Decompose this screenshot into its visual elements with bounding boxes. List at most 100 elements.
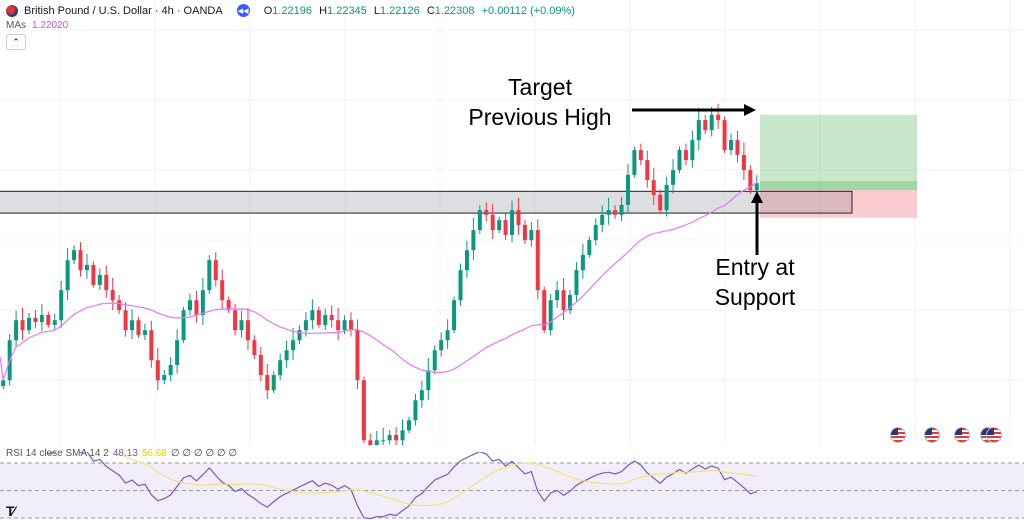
candle-body (342, 320, 347, 331)
tradingview-logo[interactable]: T⁄ (6, 503, 15, 519)
candle-body (522, 224, 527, 241)
support-zone (0, 190, 853, 214)
candle-body (445, 330, 450, 341)
candle-body (555, 290, 560, 301)
candle-body (658, 194, 663, 211)
candle-body (188, 300, 192, 311)
candle-body (149, 330, 154, 361)
candle-body (329, 314, 334, 321)
candle-body (168, 364, 173, 375)
candle-body (484, 210, 489, 215)
us-event-flag-icon[interactable] (924, 427, 940, 443)
us-event-flag-icon[interactable] (954, 427, 970, 443)
candle-body (155, 360, 160, 381)
entry-text-line2: Support (714, 284, 796, 310)
symbol-title[interactable]: British Pound / U.S. Dollar · 4h · OANDA (24, 4, 223, 17)
low-label: L (373, 4, 380, 17)
candle-body (548, 300, 553, 331)
candle-body (471, 230, 476, 251)
rsi-sma-value: 56.68 (141, 448, 167, 459)
candle-body (464, 250, 469, 271)
candle-body (613, 210, 618, 215)
candle-body (645, 160, 650, 181)
candle-body (568, 294, 572, 311)
candle-body (194, 300, 199, 315)
candle-body (52, 320, 57, 325)
entry-text-line1: Entry at (715, 254, 795, 280)
candle-body (580, 254, 585, 271)
candle-body (162, 374, 167, 381)
candle-body (252, 340, 257, 355)
price-chart[interactable] (0, 0, 1024, 445)
candle-body (136, 320, 141, 335)
candle-body (117, 300, 122, 311)
candle-body (510, 210, 515, 235)
rsi-line (46, 452, 757, 520)
us-event-flag-icon[interactable] (890, 427, 906, 443)
rsi-value: 48.13 (112, 448, 138, 459)
rsi-legend[interactable]: RSI 14 close SMA 14 2 48.13 56.68 ∅ ∅ ∅ ∅ ∅… (6, 448, 237, 459)
candle-body (84, 264, 89, 271)
candle-body (535, 230, 540, 291)
candle-body (20, 320, 25, 331)
candle-body (33, 317, 38, 322)
ma-legend[interactable]: MAs 1.22020 (6, 20, 68, 31)
candle-body (394, 434, 399, 441)
candle-body (297, 330, 302, 341)
candle-body (664, 184, 669, 211)
candle-body (213, 260, 218, 281)
candle-body (130, 320, 135, 331)
candle-body (432, 350, 437, 371)
candle-body (413, 400, 418, 421)
candle-body (638, 150, 643, 161)
candle-body (406, 420, 411, 431)
candle-body (181, 310, 186, 341)
candle-body (452, 300, 457, 331)
candle-body (303, 320, 308, 331)
candle-body (258, 354, 263, 375)
candle-body (245, 320, 250, 341)
us-event-flag-icon[interactable] (986, 427, 1002, 443)
candle-body (632, 150, 637, 175)
candle-body (97, 274, 102, 285)
target-text-line2: Previous High (468, 104, 612, 130)
candle-body (368, 440, 373, 445)
candle-body (381, 440, 386, 442)
candle-body (754, 183, 759, 191)
candle-body (625, 174, 630, 205)
candle-body (439, 340, 444, 351)
candle-body (741, 154, 746, 171)
candle-body (110, 290, 115, 301)
high-label: H (319, 4, 328, 17)
rsi-pane[interactable] (0, 452, 1024, 520)
candle-body (271, 374, 276, 391)
candle-body (735, 140, 740, 155)
candle-body (175, 340, 180, 365)
ma-label: MAs (6, 20, 26, 31)
candle-body (671, 170, 676, 185)
candle-body (593, 224, 598, 241)
replay-icon[interactable]: ◀◀ (236, 4, 250, 17)
moving-average-line (0, 182, 758, 381)
entry-annotation: Entry at Support (690, 252, 820, 312)
candle-body (104, 274, 109, 291)
candle-body (619, 204, 624, 215)
candle-body (72, 250, 77, 261)
currency-flag-icon (6, 4, 18, 17)
candle-body (561, 290, 566, 311)
ma-value: 1.22020 (32, 20, 69, 31)
candle-body (78, 250, 83, 271)
candle-body (458, 270, 463, 301)
rsi-label: RSI 14 close SMA 14 2 (6, 448, 109, 459)
candle-body (316, 310, 321, 325)
candle-body (709, 114, 714, 131)
candle-body (200, 290, 205, 315)
candle-body (729, 140, 734, 151)
candle-body (278, 360, 283, 375)
target-text-line1: Target (508, 74, 572, 100)
collapse-legend-button[interactable]: ⌃ (6, 34, 26, 50)
candle-body (497, 220, 502, 231)
candle-body (374, 440, 379, 445)
candle-body (142, 330, 147, 335)
candle-body (722, 120, 727, 151)
